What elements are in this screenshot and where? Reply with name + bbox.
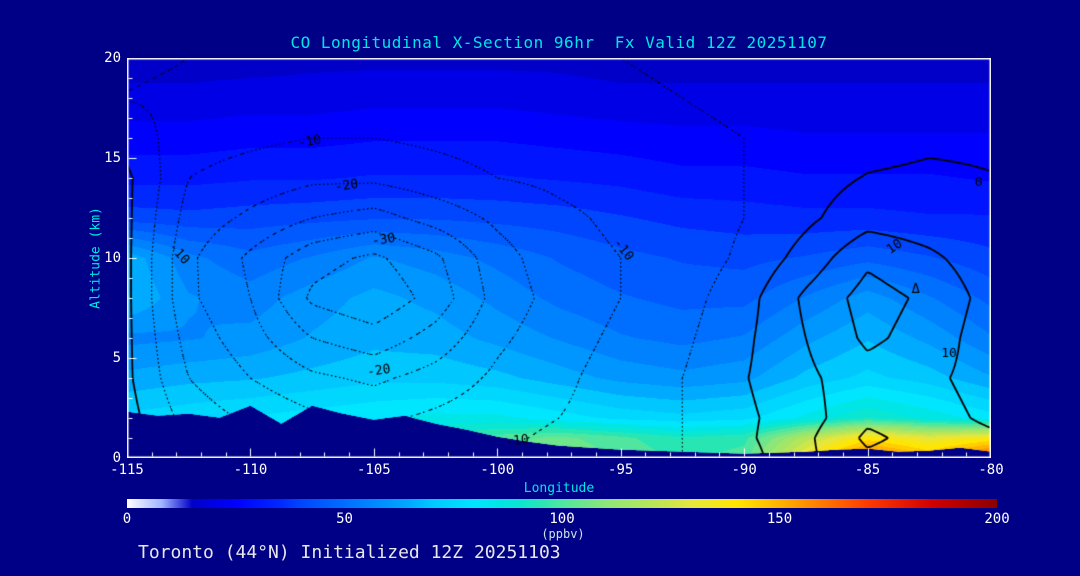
x-tick-label: -95	[608, 462, 634, 478]
colorbar-tick-label: 0	[122, 511, 132, 527]
x-tick-label: -85	[854, 462, 881, 478]
y-tick-label: 10	[104, 250, 121, 266]
x-tick-label: -80	[978, 462, 1004, 478]
colorbar-tick-label: 150	[766, 511, 793, 527]
colorbar-gradient	[127, 499, 997, 508]
colorbar-tick-label: 200	[984, 511, 1010, 527]
colorbar-tick-label: 50	[336, 511, 353, 527]
x-axis-title: Longitude	[523, 481, 595, 496]
initialization-annotation: Toronto (44°N) Initialized 12Z 20251103	[138, 542, 561, 563]
y-tick-label: 5	[112, 350, 121, 366]
x-tick-label: -115	[110, 462, 144, 478]
y-tick-label: 15	[104, 150, 121, 166]
x-tick-label: -105	[356, 462, 391, 478]
colorbar-unit-label: (ppbv)	[541, 527, 585, 541]
x-tick-label: -110	[233, 462, 268, 478]
x-tick-label: -100	[480, 462, 515, 478]
y-tick-label: 20	[104, 50, 121, 66]
contour-plot-canvas	[127, 58, 991, 458]
colorbar-tick-label: 100	[549, 511, 575, 527]
x-tick-label: -90	[731, 462, 757, 478]
chart-title: CO Longitudinal X-Section 96hr Fx Valid …	[290, 33, 828, 52]
y-tick-label: 0	[112, 450, 121, 466]
